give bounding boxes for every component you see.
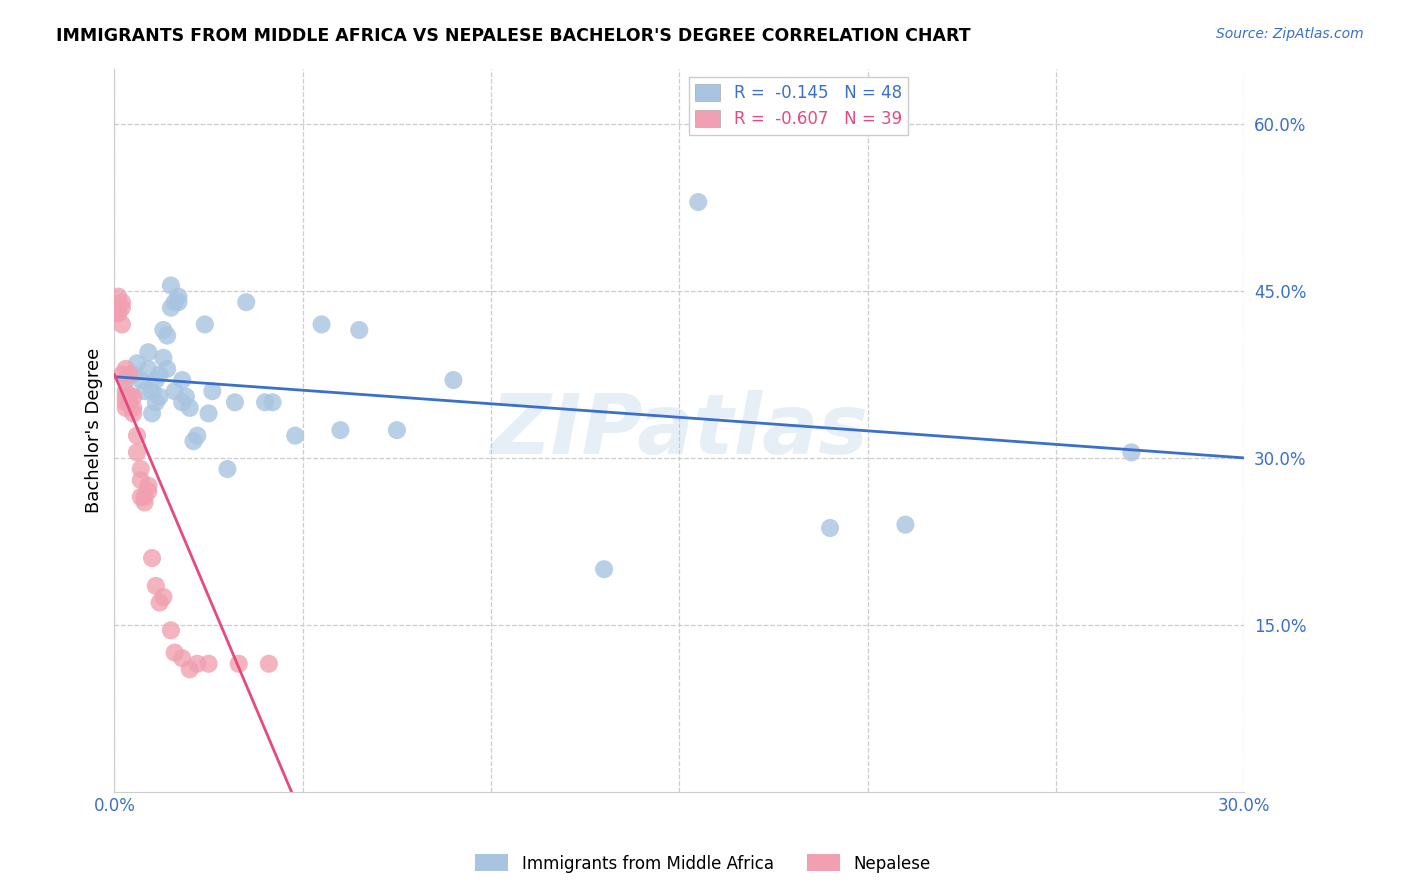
Point	[145, 373, 167, 387]
Point	[160, 301, 183, 315]
Point	[111, 301, 134, 315]
Point	[107, 306, 129, 320]
Point	[122, 390, 145, 404]
Point	[125, 428, 148, 442]
Text: Source: ZipAtlas.com: Source: ZipAtlas.com	[1216, 27, 1364, 41]
Point	[257, 657, 280, 671]
Text: IMMIGRANTS FROM MIDDLE AFRICA VS NEPALESE BACHELOR'S DEGREE CORRELATION CHART: IMMIGRANTS FROM MIDDLE AFRICA VS NEPALES…	[56, 27, 972, 45]
Point	[311, 318, 333, 332]
Point	[111, 318, 134, 332]
Point	[149, 368, 172, 382]
Point	[136, 345, 159, 359]
Point	[179, 662, 201, 676]
Point	[111, 295, 134, 310]
Legend: Immigrants from Middle Africa, Nepalese: Immigrants from Middle Africa, Nepalese	[468, 847, 938, 880]
Point	[194, 318, 217, 332]
Point	[163, 646, 186, 660]
Point	[172, 373, 194, 387]
Point	[134, 495, 156, 509]
Y-axis label: Bachelor's Degree: Bachelor's Degree	[86, 348, 103, 513]
Point	[129, 373, 152, 387]
Point	[107, 306, 129, 320]
Point	[172, 651, 194, 665]
Point	[118, 390, 141, 404]
Point	[688, 194, 710, 209]
Point	[114, 373, 136, 387]
Point	[349, 323, 371, 337]
Point	[152, 351, 174, 365]
Point	[136, 362, 159, 376]
Point	[107, 290, 129, 304]
Point	[156, 328, 179, 343]
Point	[217, 462, 239, 476]
Point	[1121, 445, 1143, 459]
Point	[228, 657, 250, 671]
Legend: R =  -0.145   N = 48, R =  -0.607   N = 39: R = -0.145 N = 48, R = -0.607 N = 39	[689, 77, 908, 135]
Point	[114, 362, 136, 376]
Point	[183, 434, 205, 449]
Point	[167, 290, 190, 304]
Text: ZIPatlas: ZIPatlas	[491, 390, 869, 471]
Point	[145, 579, 167, 593]
Point	[163, 295, 186, 310]
Point	[186, 657, 208, 671]
Point	[174, 390, 197, 404]
Point	[114, 395, 136, 409]
Point	[111, 368, 134, 382]
Point	[136, 484, 159, 499]
Point	[152, 323, 174, 337]
Point	[125, 445, 148, 459]
Point	[129, 462, 152, 476]
Point	[125, 356, 148, 370]
Point	[167, 295, 190, 310]
Point	[134, 384, 156, 399]
Point	[156, 362, 179, 376]
Point	[118, 395, 141, 409]
Point	[122, 368, 145, 382]
Point	[141, 406, 163, 420]
Point	[122, 401, 145, 415]
Point	[201, 384, 224, 399]
Point	[129, 490, 152, 504]
Point	[114, 390, 136, 404]
Point	[262, 395, 284, 409]
Point	[134, 490, 156, 504]
Point	[186, 428, 208, 442]
Point	[149, 390, 172, 404]
Point	[197, 657, 219, 671]
Point	[136, 479, 159, 493]
Point	[894, 517, 917, 532]
Point	[114, 401, 136, 415]
Point	[141, 551, 163, 566]
Point	[385, 423, 408, 437]
Point	[160, 624, 183, 638]
Point	[235, 295, 257, 310]
Point	[179, 401, 201, 415]
Point	[818, 521, 841, 535]
Point	[122, 406, 145, 420]
Point	[129, 473, 152, 487]
Point	[118, 368, 141, 382]
Point	[593, 562, 616, 576]
Point	[197, 406, 219, 420]
Point	[441, 373, 464, 387]
Point	[149, 596, 172, 610]
Point	[145, 395, 167, 409]
Point	[160, 278, 183, 293]
Point	[224, 395, 246, 409]
Point	[163, 384, 186, 399]
Point	[141, 384, 163, 399]
Point	[254, 395, 277, 409]
Point	[152, 590, 174, 604]
Point	[114, 384, 136, 399]
Point	[329, 423, 352, 437]
Point	[284, 428, 307, 442]
Point	[172, 395, 194, 409]
